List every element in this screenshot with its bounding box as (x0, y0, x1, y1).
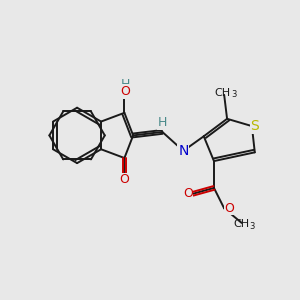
Text: 3: 3 (232, 90, 237, 99)
Text: H: H (158, 116, 167, 129)
Text: O: O (224, 202, 234, 215)
Text: H: H (120, 78, 130, 91)
Text: O: O (183, 187, 193, 200)
Text: O: O (120, 85, 130, 98)
Text: CH: CH (214, 88, 231, 98)
Text: N: N (178, 145, 188, 158)
Text: O: O (119, 173, 129, 186)
Text: S: S (250, 119, 259, 133)
Text: CH: CH (234, 219, 250, 230)
Text: 3: 3 (249, 222, 254, 231)
